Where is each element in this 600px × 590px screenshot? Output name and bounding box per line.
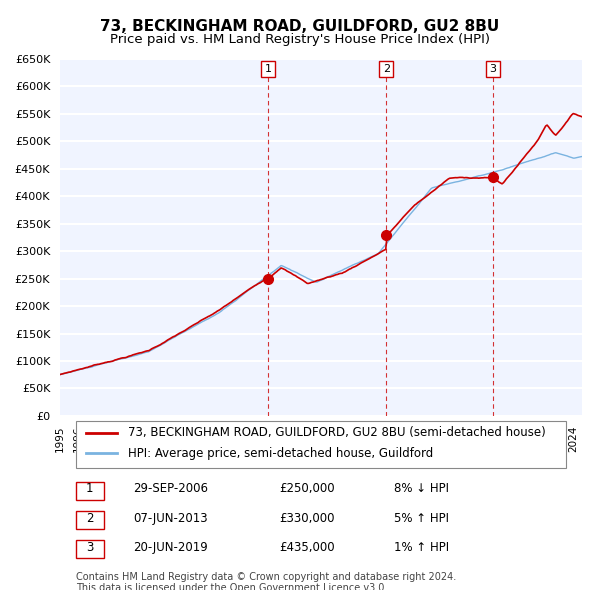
Text: 07-JUN-2013: 07-JUN-2013	[133, 512, 208, 525]
Text: £435,000: £435,000	[279, 541, 335, 554]
Text: 2: 2	[383, 64, 390, 74]
Text: HPI: Average price, semi-detached house, Guildford: HPI: Average price, semi-detached house,…	[128, 447, 433, 460]
Text: 8% ↓ HPI: 8% ↓ HPI	[394, 483, 449, 496]
Text: £330,000: £330,000	[279, 512, 335, 525]
Text: 20-JUN-2019: 20-JUN-2019	[133, 541, 208, 554]
Text: Contains HM Land Registry data © Crown copyright and database right 2024.
This d: Contains HM Land Registry data © Crown c…	[76, 572, 456, 590]
Text: 3: 3	[490, 64, 496, 74]
FancyBboxPatch shape	[76, 511, 104, 529]
Text: 3: 3	[86, 541, 94, 554]
Text: 1% ↑ HPI: 1% ↑ HPI	[394, 541, 449, 554]
Text: 73, BECKINGHAM ROAD, GUILDFORD, GU2 8BU: 73, BECKINGHAM ROAD, GUILDFORD, GU2 8BU	[100, 19, 500, 34]
Text: 2: 2	[86, 512, 94, 525]
Text: 73, BECKINGHAM ROAD, GUILDFORD, GU2 8BU (semi-detached house): 73, BECKINGHAM ROAD, GUILDFORD, GU2 8BU …	[128, 427, 545, 440]
Text: £250,000: £250,000	[279, 483, 335, 496]
FancyBboxPatch shape	[76, 540, 104, 558]
FancyBboxPatch shape	[76, 421, 566, 468]
Text: 29-SEP-2006: 29-SEP-2006	[133, 483, 208, 496]
Text: 1: 1	[265, 64, 271, 74]
Text: Price paid vs. HM Land Registry's House Price Index (HPI): Price paid vs. HM Land Registry's House …	[110, 33, 490, 46]
Text: 5% ↑ HPI: 5% ↑ HPI	[394, 512, 449, 525]
FancyBboxPatch shape	[76, 481, 104, 500]
Text: 1: 1	[86, 483, 94, 496]
